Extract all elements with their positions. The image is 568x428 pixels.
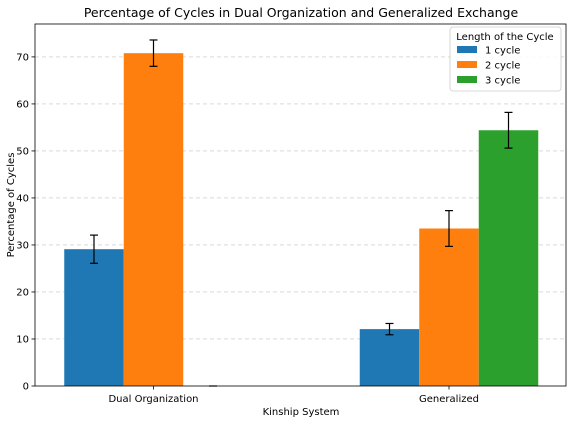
y-tick-label: 70 <box>16 52 29 63</box>
legend-items: 1 cycle 2 cycle 3 cycle <box>457 46 520 87</box>
bar <box>478 130 539 386</box>
y-tick-label: 10 <box>16 334 29 345</box>
x-axis-label: Kinship System <box>263 407 340 418</box>
y-axis-label: Percentage of Cycles <box>6 153 17 258</box>
legend-swatch <box>457 46 477 53</box>
legend-swatch <box>457 76 477 83</box>
x-tick-label: Generalized <box>419 394 479 405</box>
y-tick-label: 30 <box>16 240 29 251</box>
legend-frame <box>449 26 562 92</box>
legend-label: 1 cycle <box>485 46 520 57</box>
bar <box>123 53 184 387</box>
legend-label: 3 cycle <box>485 76 520 87</box>
legend: Length of the Cycle 1 cycle 2 cycle 3 cycl… <box>449 26 562 92</box>
legend-swatch <box>457 61 477 68</box>
bars <box>64 53 539 387</box>
y-tick-label: 60 <box>16 99 29 110</box>
y-tick-label: 20 <box>16 287 29 298</box>
y-tick-label: 40 <box>16 193 29 204</box>
bar <box>419 228 479 386</box>
y-tick-label: 0 <box>23 382 29 393</box>
x-axis-ticks: Dual Organization Generalized <box>108 386 479 405</box>
y-axis-ticks: 0 10 20 30 40 50 60 70 <box>16 52 35 393</box>
legend-title: Length of the Cycle <box>456 32 553 43</box>
bar <box>64 249 124 386</box>
error-bars <box>90 39 513 387</box>
bar <box>359 329 420 386</box>
y-tick-label: 50 <box>16 146 29 157</box>
chart-title: Percentage of Cycles in Dual Organizatio… <box>84 5 519 20</box>
legend-label: 2 cycle <box>485 61 520 72</box>
plot-frame <box>34 23 567 387</box>
x-tick-label: Dual Organization <box>108 394 198 405</box>
